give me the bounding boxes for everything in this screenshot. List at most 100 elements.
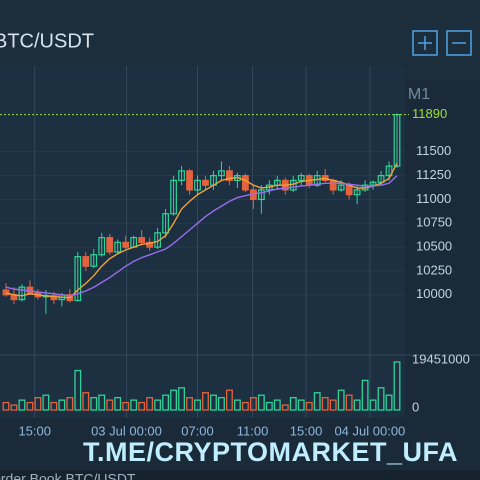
candle-body: [257, 189, 265, 201]
candle-body: [170, 179, 177, 215]
volume-bar: [74, 369, 82, 411]
watermark: T.ME/CRYPTOMARKET_UFA: [83, 437, 458, 467]
volume-bar: [146, 397, 154, 411]
candle-body: [122, 241, 130, 248]
volume-bar: [90, 397, 98, 411]
candle-body: [90, 254, 98, 267]
plot-area: [0, 66, 405, 352]
volume-bar: [377, 387, 385, 411]
timeframe-tab[interactable]: M1: [408, 86, 430, 103]
volume-bar: [210, 394, 217, 411]
zoom-out-button[interactable]: [446, 30, 472, 56]
candle-body: [18, 286, 26, 301]
volume-bar: [130, 399, 138, 411]
candle-body: [226, 170, 233, 182]
candle-body: [377, 175, 385, 183]
volume-bar: [241, 401, 249, 411]
candle-body: [242, 175, 249, 191]
volume-bar: [186, 397, 193, 411]
candle-body: [146, 241, 154, 248]
candle-body: [329, 179, 337, 191]
candle-body: [194, 179, 201, 191]
candle-body: [337, 184, 345, 191]
volume-bar: [114, 397, 122, 411]
volume-bar: [281, 404, 289, 411]
volume-bar: [2, 401, 10, 411]
volume-bar: [369, 399, 377, 411]
footer-text: Order Book BTC/USDT: [0, 471, 136, 480]
volume-bar: [337, 389, 345, 411]
candle-body: [74, 256, 82, 302]
volume-bar: [138, 401, 146, 411]
candle-body: [2, 289, 10, 296]
volume-bar: [154, 399, 162, 411]
y-tick-label: 10500: [416, 239, 452, 254]
volume-bar: [170, 389, 178, 411]
x-tick-label: 11:00: [237, 423, 269, 438]
candle-body: [138, 237, 146, 243]
x-tick-label: 15:00: [290, 423, 323, 438]
volume-bar: [393, 361, 401, 411]
volume-bar: [257, 394, 265, 411]
candle-body: [186, 170, 193, 191]
volume-bar: [265, 401, 273, 411]
x-tick-label: 07:00: [181, 423, 214, 438]
volume-bar: [58, 399, 66, 411]
candle-body: [218, 170, 225, 177]
candle-body: [202, 179, 209, 186]
candle-body: [106, 237, 114, 253]
volume-bar: [225, 389, 233, 411]
volume-bar: [82, 392, 90, 411]
volume-bar: [50, 401, 58, 411]
volume-bar: [289, 397, 297, 411]
chart: 10000 10250 10500 10750 11000 11250 11500 15:00…: [0, 66, 480, 438]
zoom-in-button[interactable]: [412, 30, 438, 56]
volume-bar: [321, 397, 329, 411]
volume-bar: [313, 392, 321, 411]
candle-body: [297, 175, 305, 181]
volume-tick-label: 0: [412, 399, 419, 414]
volume-bar: [26, 401, 34, 411]
volume-bar: [297, 399, 305, 411]
candle-body: [162, 213, 169, 234]
footer-bar: [0, 470, 480, 480]
candle-body: [385, 165, 393, 177]
volume-bar: [385, 394, 393, 411]
volume-bar: [122, 401, 130, 411]
candle-body: [114, 241, 122, 253]
x-tick-label: 04 Jul 00:00: [334, 423, 405, 438]
volume-bar: [194, 399, 201, 411]
candle-body: [26, 286, 34, 294]
volume-bar: [18, 399, 26, 411]
volume-bar: [178, 387, 185, 411]
candle-body: [178, 170, 185, 182]
y-tick-label: 10750: [416, 215, 452, 230]
volume-bar: [42, 394, 50, 411]
y-tick-label: 11250: [416, 167, 451, 182]
volume-bar: [233, 399, 241, 411]
volume-bar: [345, 394, 353, 411]
volume-bar: [202, 392, 209, 411]
volume-bar: [98, 394, 106, 411]
volume-tick-label: 19451000: [412, 351, 470, 366]
y-tick-label: 10250: [416, 262, 452, 277]
volume-bar: [218, 397, 225, 411]
candle-body: [369, 181, 377, 186]
volume-bar: [106, 399, 114, 411]
volume-bar: [353, 399, 361, 411]
candle-body: [98, 237, 106, 256]
y-tick-label: 10000: [416, 286, 452, 301]
volume-bar: [66, 397, 74, 411]
y-tick-label: 11500: [416, 143, 451, 158]
x-tick-label: 03 Jul 00:00: [91, 423, 162, 438]
candle-body: [50, 295, 58, 301]
volume-bar: [10, 404, 18, 411]
volume-bar: [273, 399, 281, 411]
moving-average-line: [5, 175, 398, 297]
pair-title: BTC/USDT: [0, 30, 94, 52]
volume-bar: [305, 401, 313, 411]
x-tick-label: 15:00: [18, 423, 51, 438]
candle-body: [353, 189, 361, 196]
